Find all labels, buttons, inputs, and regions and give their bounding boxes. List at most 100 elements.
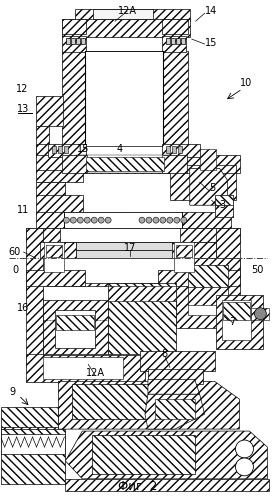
Text: 11: 11: [16, 205, 29, 215]
Text: 0: 0: [13, 265, 19, 275]
Bar: [214, 205, 233, 217]
Bar: [35, 182, 65, 196]
Bar: [188, 287, 227, 305]
Bar: [108, 286, 176, 301]
Bar: [200, 149, 216, 170]
Text: 60: 60: [9, 247, 21, 257]
Text: 15: 15: [205, 38, 217, 48]
Bar: [214, 195, 233, 217]
Bar: [176, 38, 180, 44]
Bar: [66, 38, 70, 44]
Circle shape: [174, 217, 180, 223]
Bar: [60, 228, 180, 242]
Circle shape: [167, 217, 173, 223]
Circle shape: [77, 217, 83, 223]
Bar: [35, 156, 240, 173]
Bar: [26, 228, 240, 242]
Text: 14: 14: [205, 6, 217, 16]
Bar: [26, 228, 43, 293]
Bar: [45, 242, 64, 272]
Circle shape: [181, 217, 187, 223]
Bar: [40, 242, 76, 258]
Bar: [35, 170, 83, 182]
Polygon shape: [58, 381, 240, 429]
Bar: [140, 351, 214, 371]
Circle shape: [98, 217, 104, 223]
Bar: [188, 265, 227, 287]
Bar: [1, 407, 58, 429]
Bar: [181, 38, 185, 44]
Bar: [26, 283, 175, 367]
Bar: [81, 38, 85, 44]
Bar: [162, 19, 188, 34]
Circle shape: [91, 217, 97, 223]
Text: 4: 4: [117, 144, 123, 154]
Bar: [43, 300, 108, 354]
Circle shape: [105, 217, 111, 223]
Polygon shape: [92, 435, 195, 474]
Circle shape: [153, 217, 159, 223]
Bar: [48, 144, 86, 158]
Bar: [46, 245, 62, 257]
Bar: [64, 146, 68, 154]
Bar: [43, 357, 123, 379]
Text: 12: 12: [16, 84, 29, 94]
Bar: [35, 212, 230, 228]
Bar: [155, 399, 195, 419]
Bar: [62, 19, 86, 34]
Text: 13: 13: [16, 104, 29, 114]
Bar: [64, 212, 182, 228]
Bar: [58, 146, 62, 154]
Bar: [1, 427, 58, 443]
Bar: [35, 144, 50, 158]
Text: 5: 5: [210, 183, 216, 193]
Bar: [62, 19, 190, 37]
Bar: [174, 242, 194, 272]
Bar: [222, 302, 251, 320]
Bar: [178, 146, 182, 154]
Text: 12А: 12А: [86, 368, 105, 378]
Bar: [56, 315, 94, 330]
Bar: [43, 286, 158, 355]
Bar: [171, 38, 175, 44]
Circle shape: [160, 217, 166, 223]
Bar: [62, 51, 86, 146]
Bar: [76, 250, 172, 258]
Bar: [251, 308, 269, 320]
Text: 50: 50: [251, 265, 263, 275]
Bar: [170, 170, 235, 200]
Bar: [188, 265, 227, 315]
Circle shape: [70, 217, 76, 223]
Circle shape: [63, 217, 69, 223]
Bar: [162, 51, 188, 146]
Bar: [35, 126, 50, 156]
Bar: [76, 38, 80, 44]
Circle shape: [146, 217, 152, 223]
Bar: [148, 369, 203, 384]
Circle shape: [235, 440, 253, 458]
Bar: [216, 228, 240, 278]
Text: Фиг. 2: Фиг. 2: [118, 481, 158, 494]
Bar: [71, 38, 75, 44]
Polygon shape: [148, 379, 200, 394]
Circle shape: [254, 308, 266, 320]
Text: 12А: 12А: [117, 6, 137, 16]
Bar: [162, 156, 187, 173]
Text: 16: 16: [16, 303, 29, 313]
Bar: [53, 146, 56, 154]
Bar: [62, 156, 87, 173]
Bar: [26, 270, 85, 286]
Bar: [216, 295, 263, 349]
Circle shape: [235, 458, 253, 476]
Text: 9: 9: [10, 387, 16, 397]
Circle shape: [139, 217, 145, 223]
Bar: [170, 242, 216, 258]
Bar: [86, 158, 164, 171]
Bar: [75, 9, 190, 21]
Bar: [56, 310, 95, 347]
Text: 15: 15: [77, 144, 89, 154]
Bar: [108, 283, 176, 354]
Bar: [158, 270, 240, 286]
Polygon shape: [145, 394, 205, 429]
Bar: [166, 38, 170, 44]
